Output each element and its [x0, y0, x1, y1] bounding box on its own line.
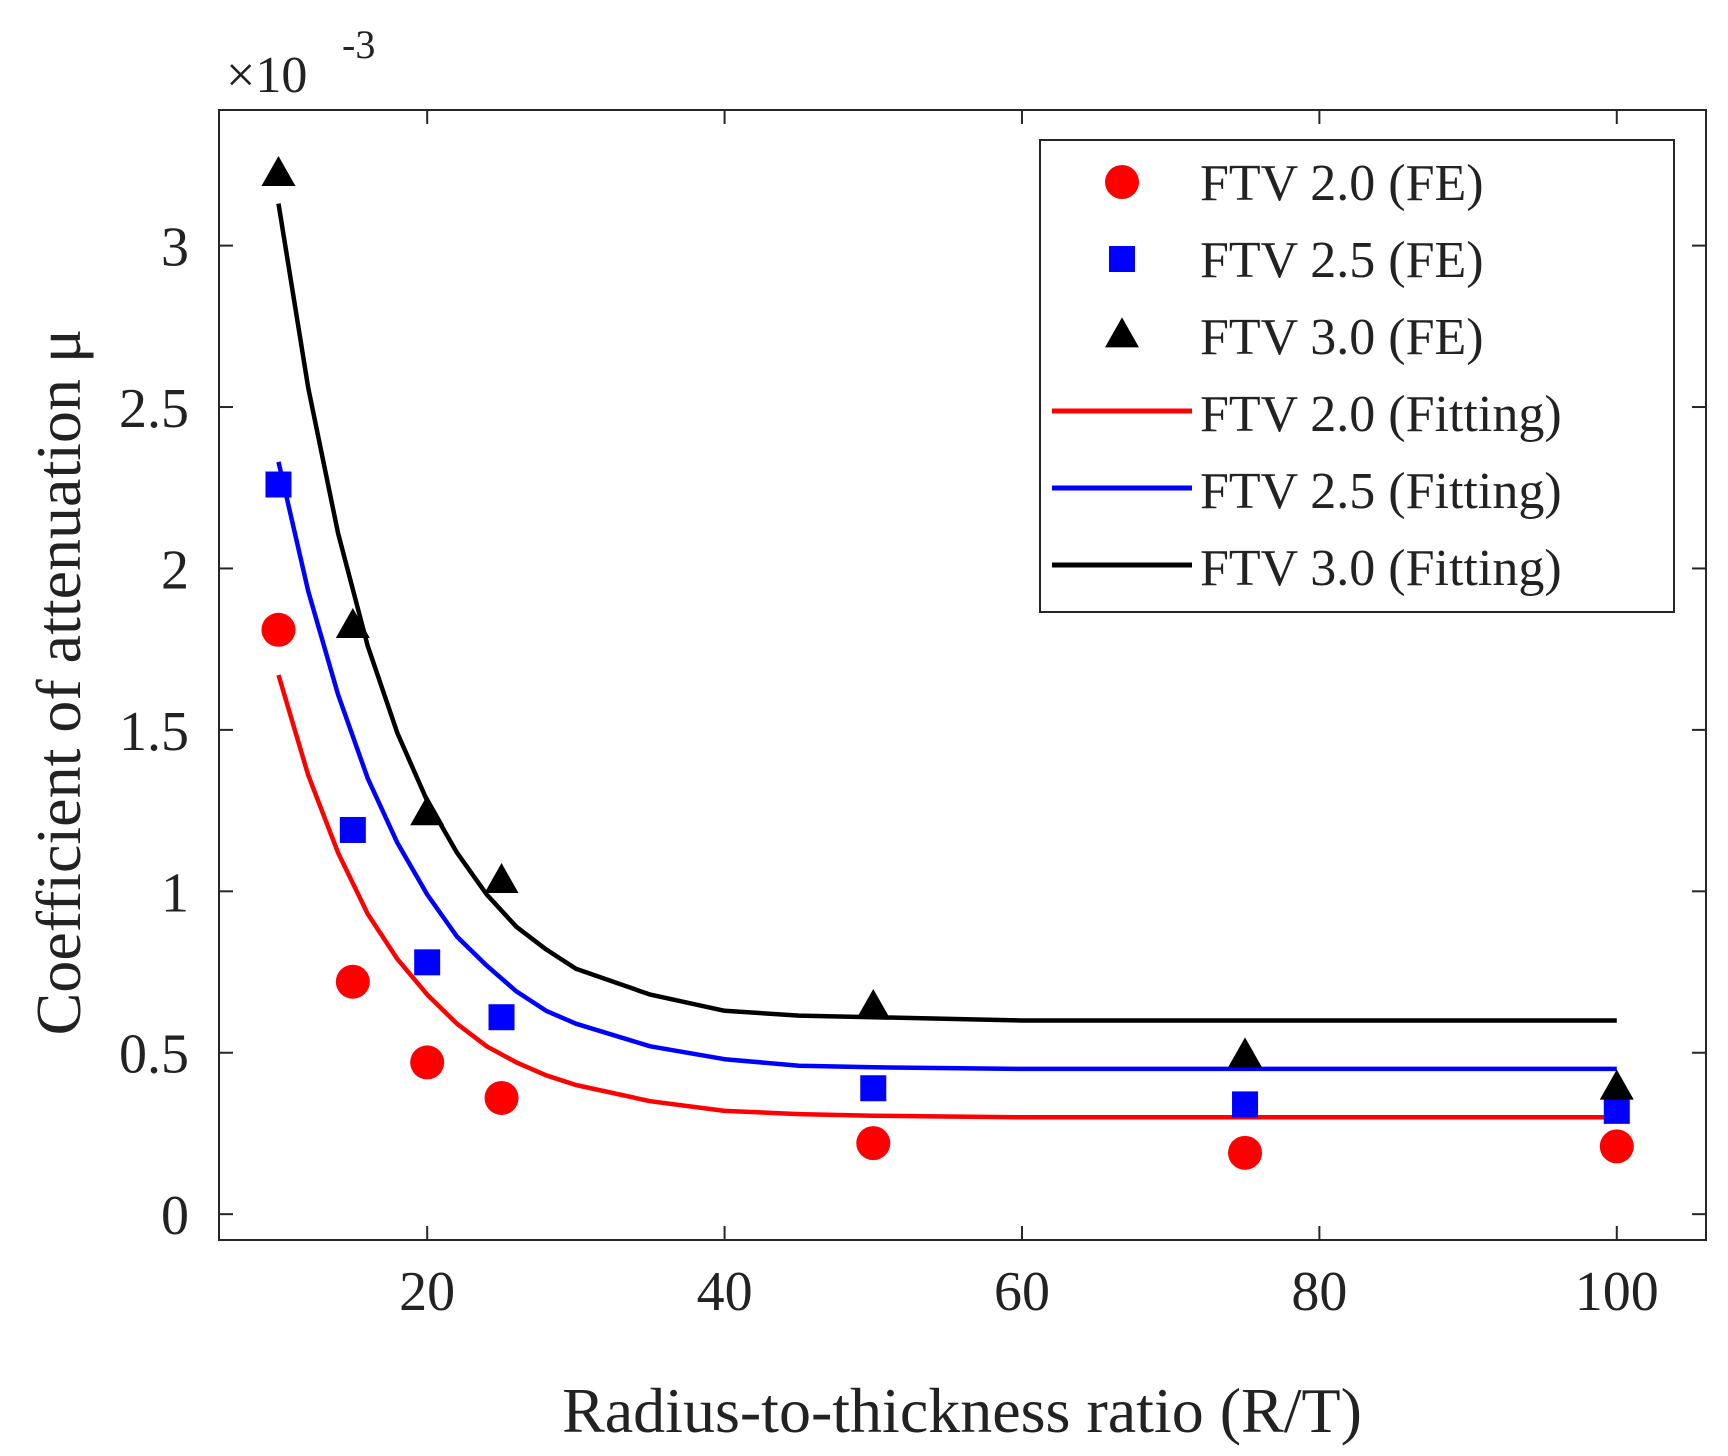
y-tick-label: 0 [161, 1185, 189, 1247]
y-tick-label: 3 [161, 217, 189, 279]
x-axis-ticks: 20 40 60 80 100 [399, 110, 1659, 1323]
data-point-square [1603, 1097, 1630, 1124]
data-point-circle [1599, 1129, 1634, 1164]
y-axis-label: Coefficient of attenuation μ [23, 329, 94, 1036]
data-point-triangle [335, 607, 370, 638]
data-point-square [860, 1075, 887, 1102]
fit-line-ftv-2-0-fitting [276, 674, 1617, 1120]
fit-line-ftv-2-5-fitting [276, 461, 1617, 1072]
legend-entry: FTV 2.5 (Fitting) [1052, 463, 1562, 520]
x-tick-label: 20 [399, 1261, 455, 1323]
data-point-circle [410, 1045, 445, 1080]
legend-symbol-circle [1105, 165, 1139, 199]
y-tick-label: 0.5 [119, 1024, 189, 1086]
data-point-circle [335, 964, 370, 999]
legend-entry: FTV 2.0 (FE) [1105, 155, 1484, 212]
y-tick-label: 2 [161, 539, 189, 601]
legend: FTV 2.0 (FE) FTV 2.5 (FE) FTV 3.0 (FE) FTV … [1039, 139, 1675, 613]
data-point-triangle [1599, 1069, 1634, 1100]
data-point-circle [261, 612, 296, 647]
y-exponent-base: ×10 [226, 47, 307, 104]
data-point-triangle [410, 795, 445, 826]
y-tick-label: 1 [161, 862, 189, 924]
y-tick-label: 1.5 [119, 701, 189, 763]
data-point-triangle [856, 988, 891, 1019]
y-axis-ticks: 0 0.5 1 1.5 2 2.5 3 [119, 217, 1706, 1247]
legend-label: FTV 2.5 (FE) [1200, 232, 1484, 289]
legend-entry: FTV 2.5 (FE) [1109, 232, 1484, 289]
legend-entries: FTV 2.0 (FE) FTV 2.5 (FE) FTV 3.0 (FE) FTV … [1052, 155, 1562, 597]
fe-markers [261, 155, 1634, 1170]
data-point-circle [484, 1080, 519, 1115]
data-point-circle [856, 1126, 891, 1161]
x-tick-label: 60 [994, 1261, 1050, 1323]
legend-entry: FTV 3.0 (FE) [1105, 309, 1484, 366]
data-point-square [414, 949, 441, 976]
plot-frame [218, 109, 1707, 1241]
y-axis-exponent: ×10 -3 [226, 22, 375, 104]
fit-lines [276, 203, 1617, 1120]
x-axis-label: Radius-to-thickness ratio (R/T) [562, 1375, 1362, 1446]
legend-box [1039, 139, 1675, 613]
legend-symbol-square [1109, 246, 1135, 272]
legend-symbol-triangle [1105, 317, 1139, 348]
legend-entry: FTV 2.0 (Fitting) [1052, 386, 1562, 443]
legend-label: FTV 2.5 (Fitting) [1200, 463, 1562, 520]
legend-label: FTV 2.0 (Fitting) [1200, 386, 1562, 443]
x-tick-label: 100 [1575, 1261, 1659, 1323]
data-point-square [1232, 1091, 1259, 1118]
data-point-square [265, 471, 292, 498]
y-exponent-power: -3 [342, 22, 375, 67]
legend-label: FTV 3.0 (Fitting) [1200, 540, 1562, 597]
legend-entry: FTV 3.0 (Fitting) [1052, 540, 1562, 597]
data-point-circle [1228, 1135, 1263, 1170]
legend-label: FTV 3.0 (FE) [1200, 309, 1484, 366]
x-tick-label: 80 [1291, 1261, 1347, 1323]
data-point-triangle [261, 155, 296, 186]
fit-line-ftv-3-0-fitting [276, 203, 1617, 1023]
data-point-square [339, 816, 366, 843]
legend-label: FTV 2.0 (FE) [1200, 155, 1484, 212]
data-point-square [488, 1004, 515, 1031]
data-point-triangle [484, 863, 519, 894]
data-point-triangle [1228, 1037, 1263, 1068]
y-tick-label: 2.5 [119, 378, 189, 440]
x-tick-label: 40 [697, 1261, 753, 1323]
